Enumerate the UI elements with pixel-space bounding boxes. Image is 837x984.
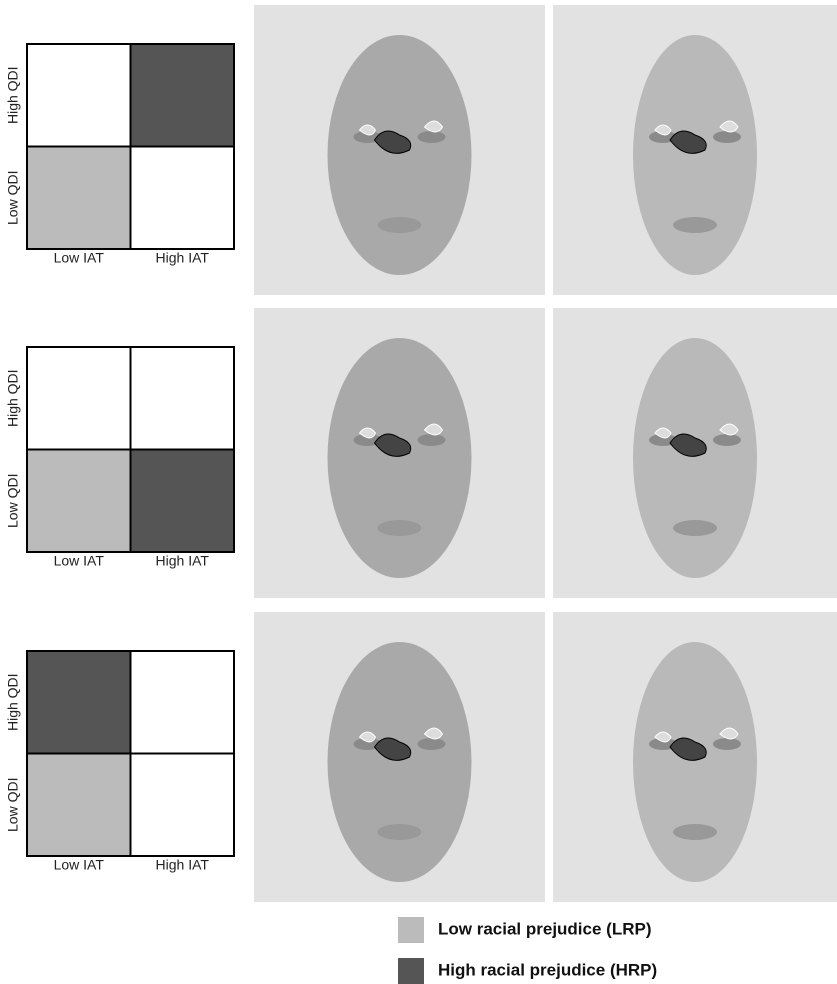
grid-cell (131, 347, 235, 450)
mouth (673, 217, 717, 233)
grid-cell (131, 651, 235, 754)
y-label: Low QDI (5, 474, 21, 528)
grid-cell (27, 347, 131, 450)
x-label: Low IAT (54, 857, 105, 873)
y-label: Low QDI (5, 778, 21, 832)
eye (713, 738, 741, 750)
x-label: Low IAT (54, 553, 105, 569)
face (328, 642, 472, 882)
grid-cell (131, 147, 235, 250)
grid-cell (27, 651, 131, 754)
x-label: Low IAT (54, 250, 105, 266)
x-label: High IAT (156, 857, 210, 873)
grid-cell (131, 450, 235, 553)
face (633, 642, 757, 882)
eye (418, 131, 446, 143)
eye (418, 738, 446, 750)
figure: High QDI Low QDI Low IAT High IAT High QDI Lo… (0, 0, 837, 984)
grid-cell (27, 754, 131, 857)
eye (713, 131, 741, 143)
y-label: High QDI (5, 66, 21, 124)
face (633, 35, 757, 275)
x-label: High IAT (156, 553, 210, 569)
y-label: Low QDI (5, 171, 21, 225)
mouth (378, 824, 422, 840)
grid-cell (27, 44, 131, 147)
mouth (673, 824, 717, 840)
mouth (378, 217, 422, 233)
grid-cell (131, 44, 235, 147)
eye (418, 434, 446, 446)
legend-swatch (398, 917, 424, 943)
legend-label: Low racial prejudice (LRP) (438, 919, 652, 938)
grid-cell (131, 754, 235, 857)
y-label: High QDI (5, 673, 21, 731)
mouth (378, 520, 422, 536)
eye (713, 434, 741, 446)
mouth (673, 520, 717, 536)
face (328, 35, 472, 275)
grid-cell (27, 450, 131, 553)
legend-swatch (398, 958, 424, 984)
y-label: High QDI (5, 369, 21, 427)
face (633, 338, 757, 578)
legend-label: High racial prejudice (HRP) (438, 960, 657, 979)
grid-cell (27, 147, 131, 250)
x-label: High IAT (156, 250, 210, 266)
face (328, 338, 472, 578)
